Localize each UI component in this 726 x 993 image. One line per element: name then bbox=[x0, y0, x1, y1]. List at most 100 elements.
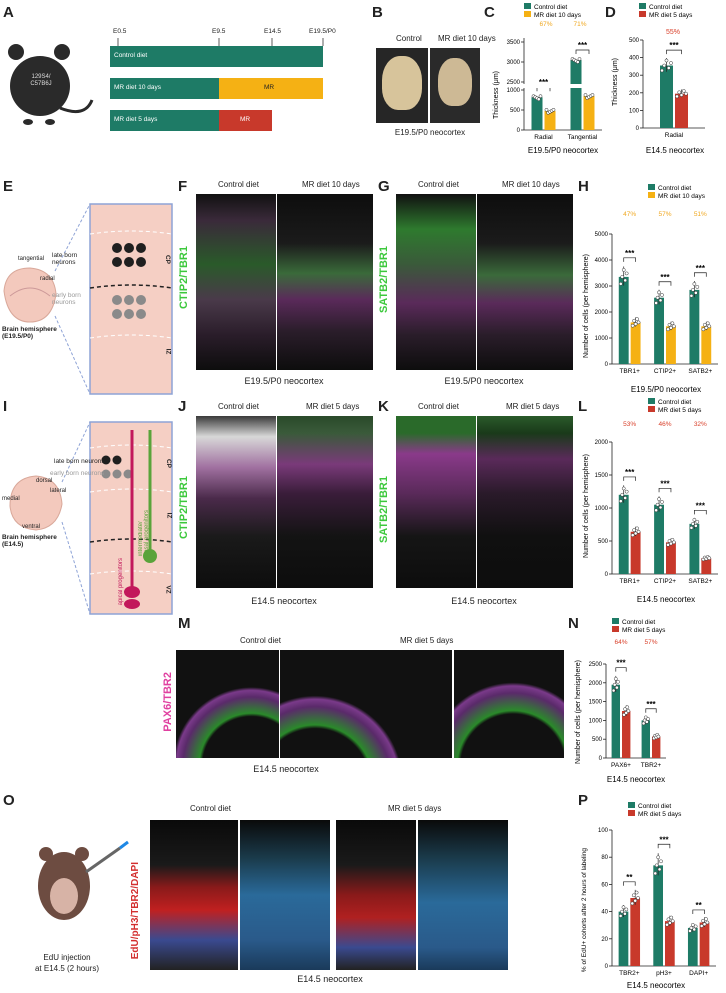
sig-bracket bbox=[615, 667, 627, 672]
m-stain-label: PAX6/TBR2 bbox=[162, 672, 174, 732]
legend-text-control: Control diet bbox=[649, 4, 682, 11]
p-xlabel: E14.5 neocortex bbox=[627, 981, 685, 990]
y-tick-label: 500 bbox=[592, 737, 603, 743]
data-point bbox=[666, 66, 671, 70]
i-apical: apical progenitors bbox=[118, 558, 124, 606]
data-point bbox=[624, 907, 629, 912]
pct-radial: 55% bbox=[666, 29, 680, 36]
data-point bbox=[657, 497, 661, 502]
legend-text-mr: MR diet 5 days bbox=[638, 811, 682, 818]
j-image-control bbox=[196, 416, 276, 588]
legend-swatch-control bbox=[612, 618, 619, 624]
panel-j: Control diet MR diet 5 days CTIP2/TBR1 E… bbox=[176, 396, 376, 618]
m-image-control-2 bbox=[280, 650, 452, 758]
e-iz: IZ bbox=[164, 348, 172, 355]
y-tick-label: 1000 bbox=[589, 718, 603, 724]
bar-mr bbox=[699, 922, 710, 966]
y-tick-label: 0 bbox=[605, 964, 609, 970]
o-injection-label: EdU injection at E14.5 (2 hours) bbox=[34, 953, 100, 973]
data-point bbox=[624, 489, 629, 494]
data-point bbox=[544, 107, 549, 112]
data-point bbox=[623, 911, 627, 916]
d-xlabel: E14.5 neocortex bbox=[646, 146, 704, 155]
panel-label-e: E bbox=[3, 178, 14, 195]
chart-p: Control diet MR diet 5 days 0 20 40 60 80 100… bbox=[581, 802, 716, 990]
k-image-control bbox=[396, 416, 476, 588]
i-late-born: late born neurons bbox=[54, 458, 105, 465]
legend-text-control: Control diet bbox=[658, 185, 691, 192]
panel-f: Control diet MR diet 10 days CTIP2/TBR1 … bbox=[176, 176, 376, 398]
y-tick-label: 0 bbox=[599, 756, 603, 762]
panel-label-b: B bbox=[372, 4, 383, 21]
data-point bbox=[657, 290, 661, 295]
data-point bbox=[691, 521, 695, 526]
panel-g: Control diet MR diet 10 days SATB2/TBR1 … bbox=[376, 176, 576, 398]
sig-bracket bbox=[694, 509, 707, 515]
e-late-born: late born neurons bbox=[52, 252, 78, 266]
tick-e145: E14.5 bbox=[264, 28, 281, 35]
data-point bbox=[669, 915, 674, 920]
data-point bbox=[681, 89, 686, 93]
data-point bbox=[656, 855, 660, 860]
m-mr-label: MR diet 5 days bbox=[400, 636, 454, 645]
data-point bbox=[707, 556, 712, 561]
data-point bbox=[616, 679, 620, 684]
panel-label-k: K bbox=[378, 398, 389, 415]
data-point bbox=[689, 526, 694, 530]
chart-l: Control diet MR diet 5 days 0 500 1000 1500… bbox=[583, 398, 718, 604]
data-point bbox=[695, 285, 700, 289]
data-point bbox=[632, 528, 636, 532]
data-point bbox=[692, 282, 697, 286]
data-point bbox=[662, 63, 667, 68]
m-caption: E14.5 neocortex bbox=[253, 764, 319, 774]
percent-label: 53% bbox=[623, 421, 636, 428]
mr5-mr-segment bbox=[219, 110, 272, 131]
b-mr-label: MR diet 10 days bbox=[438, 34, 496, 43]
data-point bbox=[626, 709, 631, 713]
data-point bbox=[641, 721, 646, 726]
data-point bbox=[630, 901, 635, 906]
bar-control bbox=[641, 720, 650, 758]
data-point bbox=[590, 93, 595, 97]
data-point bbox=[658, 298, 663, 303]
data-point bbox=[646, 717, 650, 721]
data-point bbox=[701, 918, 705, 923]
i-vz: VZ bbox=[164, 585, 172, 594]
panel-label-f: F bbox=[178, 178, 188, 195]
category-label: TBR2+ bbox=[641, 762, 662, 769]
data-point bbox=[633, 322, 638, 326]
sig-stars: *** bbox=[660, 479, 670, 488]
tick-e195: E19.5/P0 bbox=[309, 28, 336, 35]
f-caption: E19.5/P0 neocortex bbox=[244, 376, 324, 386]
pct-tangential: 71% bbox=[573, 21, 586, 28]
j-caption: E14.5 neocortex bbox=[251, 596, 317, 606]
percent-label: 46% bbox=[658, 421, 671, 428]
panel-label-m: M bbox=[178, 615, 191, 632]
data-point bbox=[684, 91, 688, 96]
bar-control bbox=[618, 494, 629, 574]
y-tick-label: 3500 bbox=[507, 40, 521, 46]
y-tick-label: 5000 bbox=[595, 232, 609, 238]
data-point bbox=[621, 905, 626, 910]
bar-control bbox=[531, 97, 543, 130]
sig-stars: *** bbox=[669, 41, 679, 50]
y-tick-label: 300 bbox=[629, 73, 640, 79]
bar-mr bbox=[630, 322, 641, 364]
data-point bbox=[704, 917, 708, 921]
category-label: pH3+ bbox=[656, 970, 672, 977]
f-mr-label: MR diet 10 days bbox=[302, 180, 360, 189]
hemisphere-shape bbox=[9, 475, 63, 531]
data-point bbox=[635, 526, 639, 531]
g-stain-label: SATB2/TBR1 bbox=[378, 246, 390, 314]
y-tick-label: 400 bbox=[629, 56, 640, 62]
panel-i: late born neurons early born neurons dor… bbox=[0, 396, 176, 616]
bar-mr bbox=[583, 96, 595, 130]
legend-text-control: Control diet bbox=[534, 4, 567, 11]
g-image-control bbox=[396, 194, 476, 370]
sig-bracket bbox=[623, 257, 636, 262]
y-tick-label: 2500 bbox=[507, 80, 521, 86]
data-point bbox=[636, 529, 641, 534]
data-point bbox=[664, 58, 669, 63]
data-point bbox=[621, 486, 626, 491]
data-point bbox=[669, 61, 673, 65]
